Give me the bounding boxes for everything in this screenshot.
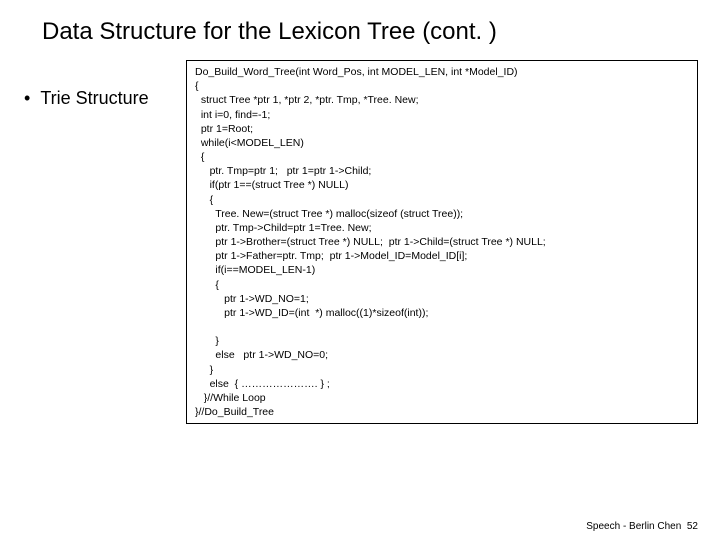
footer-author: Speech - Berlin Chen bbox=[586, 521, 681, 532]
bullet-dot-icon: • bbox=[24, 88, 30, 109]
slide-container: Data Structure for the Lexicon Tree (con… bbox=[0, 0, 720, 540]
bullet-item: • Trie Structure bbox=[22, 88, 182, 109]
slide-title: Data Structure for the Lexicon Tree (con… bbox=[42, 18, 698, 46]
content-row: • Trie Structure Do_Build_Word_Tree(int … bbox=[22, 60, 698, 424]
bullet-area: • Trie Structure bbox=[22, 60, 182, 109]
slide-footer: Speech - Berlin Chen 52 bbox=[586, 521, 698, 532]
code-box: Do_Build_Word_Tree(int Word_Pos, int MOD… bbox=[186, 60, 698, 424]
bullet-text: Trie Structure bbox=[40, 88, 148, 109]
footer-page: 52 bbox=[687, 521, 698, 532]
